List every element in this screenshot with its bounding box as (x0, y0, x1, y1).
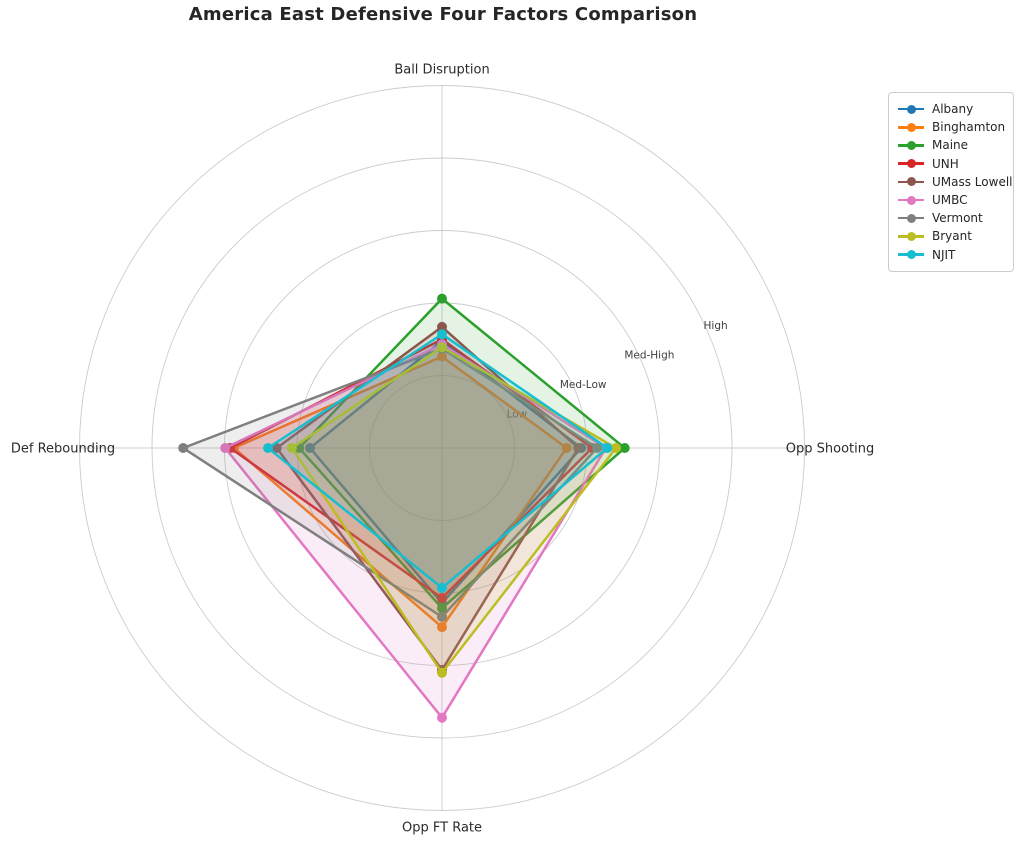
radial-tick-label-med-high: Med-High (624, 350, 674, 362)
legend-line-marker-icon (898, 104, 924, 114)
legend-line-marker-icon (898, 122, 924, 132)
radial-tick-label-med-low: Med-Low (560, 379, 607, 391)
legend-item-binghamton: Binghamton (898, 118, 1005, 136)
series-marker-njit (437, 582, 447, 593)
series-marker-maine (437, 293, 447, 304)
legend-item-albany: Albany (898, 100, 1005, 118)
legend-label: Vermont (932, 211, 983, 226)
series-marker-binghamton (437, 351, 447, 362)
series-marker-umass-lowell (437, 321, 447, 332)
chart-title: America East Defensive Four Factors Comp… (188, 4, 698, 25)
series-marker-binghamton (437, 622, 447, 633)
series-marker-njit (437, 329, 447, 340)
series-marker-maine (619, 443, 630, 453)
legend-label: UMBC (932, 193, 968, 208)
series-marker-binghamton (561, 443, 572, 453)
series-marker-umass-lowell (271, 443, 282, 453)
series-marker-vermont (437, 611, 447, 622)
legend-item-vermont: Vermont (898, 209, 1005, 227)
legend-label: Albany (932, 102, 974, 117)
series-marker-bryant (286, 443, 297, 453)
legend-item-maine: Maine (898, 136, 1005, 154)
series-marker-vermont (178, 443, 189, 453)
legend-label: UNH (932, 156, 959, 171)
legend-label: Bryant (932, 229, 972, 244)
series-marker-unh (437, 593, 447, 604)
axis-label-opp-ft-rate: Opp FT Rate (402, 821, 482, 836)
legend-label: Maine (932, 138, 969, 153)
legend-line-marker-icon (898, 213, 924, 223)
series-marker-bryant (437, 342, 447, 353)
radial-tick-label-high: High (704, 320, 728, 332)
legend-item-bryant: Bryant (898, 227, 1005, 245)
legend-item-unh: UNH (898, 155, 1005, 173)
legend-label: Binghamton (932, 120, 1006, 135)
series-marker-njit (263, 443, 273, 453)
legend-label: UMass Lowell (932, 174, 1013, 189)
series-marker-maine (437, 603, 447, 614)
series-marker-albany (305, 443, 315, 453)
series-marker-bryant (611, 443, 621, 453)
axis-label-ball-disruption: Ball Disruption (394, 63, 489, 78)
series-marker-njit (602, 443, 613, 453)
legend-line-marker-icon (898, 231, 924, 241)
legend-item-umass-lowell: UMass Lowell (898, 173, 1013, 191)
legend-item-umbc: UMBC (898, 191, 1005, 209)
legend-item-njit: NJIT (898, 246, 1005, 264)
legend-label: NJIT (932, 247, 956, 262)
series-marker-umass-lowell (573, 443, 584, 453)
legend-line-marker-icon (898, 195, 924, 205)
legend-line-marker-icon (898, 159, 924, 169)
series-marker-umbc (437, 712, 447, 723)
legend-line-marker-icon (898, 177, 924, 187)
radial-tick-label-low: Low (507, 409, 528, 421)
series-marker-vermont (592, 443, 603, 453)
axis-label-opp-shooting: Opp Shooting (786, 442, 874, 457)
legend-line-marker-icon (898, 250, 924, 260)
series-marker-umbc (220, 443, 231, 453)
axis-label-def-rebounding: Def Rebounding (11, 442, 115, 457)
legend-line-marker-icon (898, 140, 924, 150)
legend: Albany Binghamton Maine UNH UMass Lowell UMBC… (888, 92, 1014, 272)
series-marker-bryant (437, 667, 447, 678)
